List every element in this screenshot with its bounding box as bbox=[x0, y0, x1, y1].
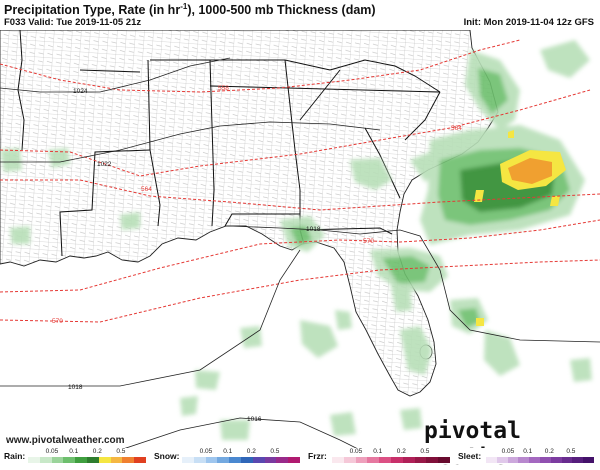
frzr-tick-label: 0.2 bbox=[396, 448, 406, 455]
thickness-label-570b: 570 bbox=[52, 318, 63, 325]
precip-legend: Rain: Snow: Frzr: Sleet: 0.05 0.1 0.2 0.5 0.… bbox=[0, 448, 600, 464]
sleet-swatch bbox=[583, 457, 594, 463]
legend-snow-label: Snow: bbox=[154, 451, 180, 461]
isobar-label-1022: 1022 bbox=[97, 161, 112, 168]
sleet-swatch bbox=[561, 457, 573, 463]
sleet-tick-label: 0.5 bbox=[566, 448, 576, 455]
thickness-label-564b: 564 bbox=[141, 186, 152, 193]
rain-swatch bbox=[75, 457, 87, 463]
legend-snow-bar bbox=[182, 457, 300, 463]
legend-frzr-bar bbox=[332, 457, 450, 463]
snow-tick-label: 0.05 bbox=[199, 448, 213, 455]
sleet-swatch bbox=[496, 457, 508, 463]
snow-swatch bbox=[217, 457, 230, 463]
sleet-tick-label: 0.05 bbox=[501, 448, 515, 455]
sleet-swatch bbox=[529, 457, 540, 463]
rain-swatch bbox=[51, 457, 64, 463]
frzr-swatch bbox=[390, 457, 403, 463]
sleet-swatch bbox=[572, 457, 584, 463]
thickness-label-570a: 570 bbox=[363, 238, 374, 245]
frzr-tick-label: 0.05 bbox=[349, 448, 363, 455]
isobar-label-1018a: 1018 bbox=[306, 226, 321, 233]
legend-rain-bar bbox=[28, 457, 146, 463]
frzr-swatch bbox=[402, 457, 415, 463]
frzr-swatch bbox=[367, 457, 380, 463]
frzr-swatch bbox=[426, 457, 439, 463]
rain-tick-label: 0.05 bbox=[45, 448, 59, 455]
map-title: Precipitation Type, Rate (in hr-1), 1000… bbox=[4, 2, 376, 18]
isobar-label-1024: 1024 bbox=[73, 88, 88, 95]
snow-swatch bbox=[288, 457, 300, 463]
legend-sleet-label: Sleet: bbox=[458, 451, 482, 461]
snow-swatch bbox=[264, 457, 277, 463]
isobar-label-1016: 1016 bbox=[247, 416, 262, 423]
thickness-label-558: 558 bbox=[218, 85, 229, 92]
sleet-tick-label: 0.1 bbox=[523, 448, 533, 455]
rain-tick-label: 0.1 bbox=[69, 448, 79, 455]
thickness-label-564a: 564 bbox=[451, 125, 462, 132]
precip-layer bbox=[0, 40, 592, 440]
frzr-swatch bbox=[414, 457, 427, 463]
frzr-swatch bbox=[355, 457, 368, 463]
rain-swatch bbox=[39, 457, 52, 463]
rain-swatch bbox=[98, 457, 111, 463]
website-url: www.pivotalweather.com bbox=[6, 435, 125, 446]
rain-swatch bbox=[134, 457, 146, 463]
sleet-swatch bbox=[507, 457, 519, 463]
legend-rain-label: Rain: bbox=[4, 451, 26, 461]
sleet-tick-label: 0.2 bbox=[544, 448, 554, 455]
snow-tick-label: 0.5 bbox=[270, 448, 280, 455]
sleet-swatch bbox=[550, 457, 562, 463]
frzr-swatch bbox=[438, 457, 450, 463]
snow-swatch bbox=[193, 457, 206, 463]
rain-swatch bbox=[122, 457, 135, 463]
sleet-swatch bbox=[486, 457, 497, 463]
weather-map: 1024 1022 1018 1018 1016 558 564 564 570… bbox=[0, 29, 600, 451]
rain-tick-label: 0.2 bbox=[92, 448, 102, 455]
frzr-swatch bbox=[343, 457, 356, 463]
chart-header: Precipitation Type, Rate (in hr-1), 1000… bbox=[0, 0, 600, 30]
rain-swatch bbox=[63, 457, 76, 463]
frzr-swatch bbox=[332, 457, 344, 463]
valid-time: F033 Valid: Tue 2019-11-05 21z bbox=[4, 17, 142, 28]
rain-swatch bbox=[110, 457, 123, 463]
init-time: Init: Mon 2019-11-04 12z GFS bbox=[463, 17, 594, 28]
legend-sleet-bar bbox=[486, 457, 594, 463]
snow-tick-label: 0.2 bbox=[246, 448, 256, 455]
sleet-swatch bbox=[518, 457, 530, 463]
rain-tick-label: 0.5 bbox=[116, 448, 126, 455]
snow-swatch bbox=[229, 457, 241, 463]
frzr-swatch bbox=[379, 457, 391, 463]
frzr-tick-label: 0.5 bbox=[420, 448, 430, 455]
rain-swatch bbox=[86, 457, 99, 463]
snow-swatch bbox=[252, 457, 265, 463]
rain-swatch bbox=[28, 457, 40, 463]
legend-frzr-label: Frzr: bbox=[308, 451, 327, 461]
thickness-lines bbox=[0, 39, 600, 323]
isobar-label-1018b: 1018 bbox=[68, 384, 83, 391]
frzr-tick-label: 0.1 bbox=[373, 448, 383, 455]
snow-swatch bbox=[240, 457, 253, 463]
isobars bbox=[0, 57, 600, 451]
snow-swatch bbox=[182, 457, 194, 463]
snow-tick-label: 0.1 bbox=[223, 448, 233, 455]
snow-swatch bbox=[276, 457, 289, 463]
sleet-swatch bbox=[539, 457, 551, 463]
snow-swatch bbox=[205, 457, 218, 463]
